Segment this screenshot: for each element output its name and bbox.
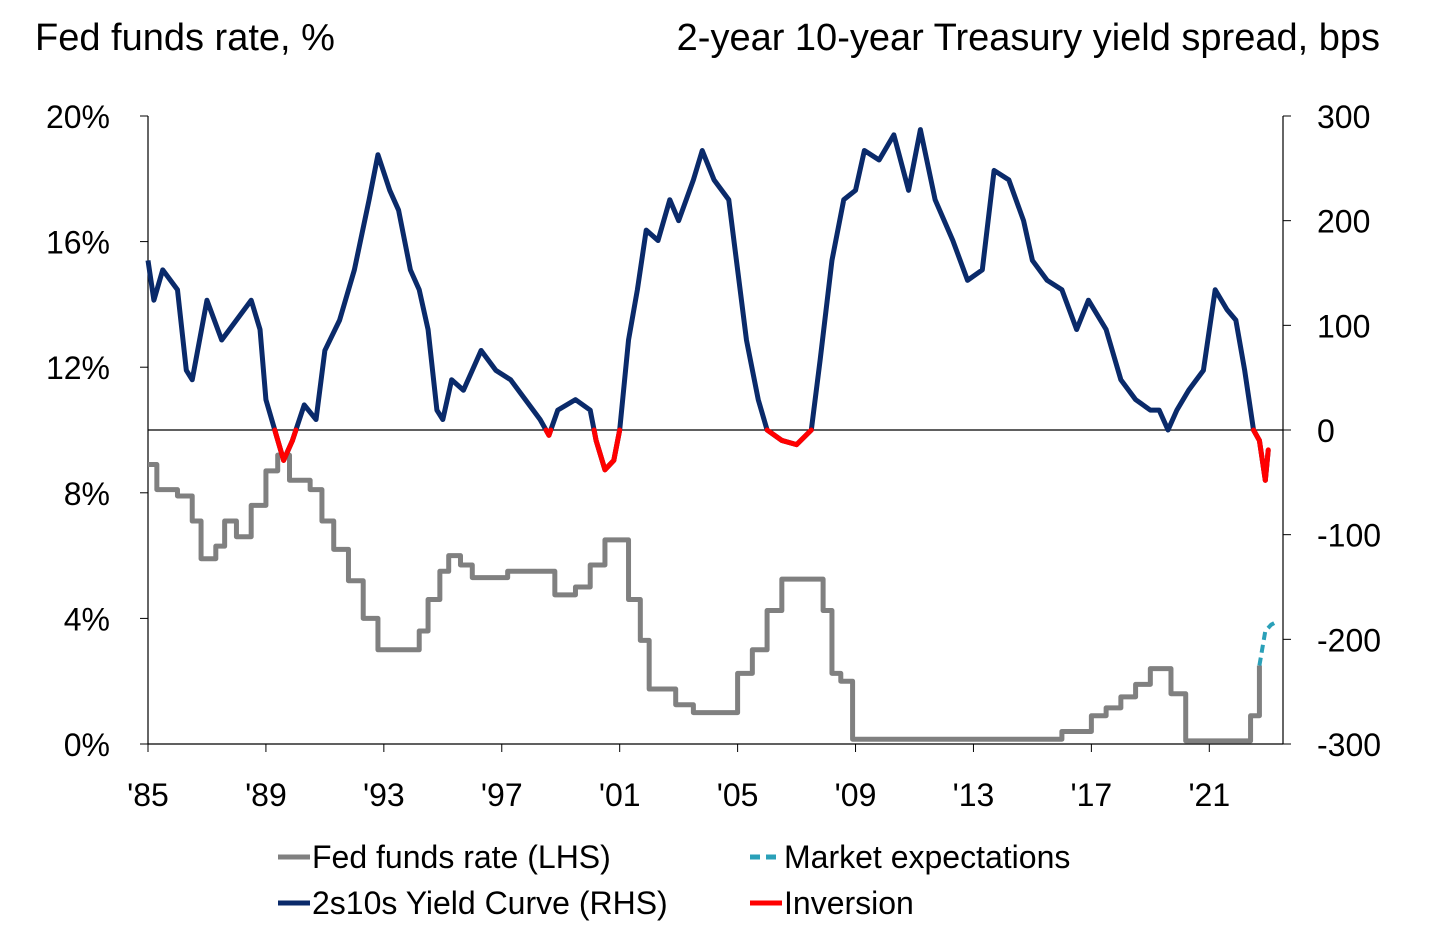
axes: 0% 4% 8% 12% 16% 20% -300 -200 -100 0 100 200 300 '85… — [46, 99, 1381, 813]
series-line — [1257, 619, 1279, 666]
y-right-tick-label: 200 — [1317, 204, 1370, 240]
series-line — [145, 127, 1271, 483]
legend-label: Market expectations — [784, 839, 1070, 875]
y-right-tick-label: -300 — [1317, 727, 1381, 763]
y-left-tick-label: 0% — [64, 727, 110, 763]
x-tick-label: '05 — [717, 777, 759, 813]
inversion-segment — [794, 427, 814, 448]
series-line — [148, 452, 1262, 744]
inversion-segment — [779, 437, 800, 448]
y-right-tick-label: -100 — [1317, 518, 1381, 554]
inversion-segment — [289, 427, 299, 443]
series-lines — [145, 127, 1279, 744]
legend-label: Fed funds rate (LHS) — [312, 839, 611, 875]
legend-label: 2s10s Yield Curve (RHS) — [312, 885, 668, 921]
y-left-tick-label: 20% — [46, 99, 110, 135]
inversion-segment — [272, 427, 287, 463]
x-tick-label: '13 — [953, 777, 995, 813]
x-tick-label: '09 — [835, 777, 877, 813]
x-tick-label: '21 — [1188, 777, 1230, 813]
legend: Fed funds rate (LHS) Market expectations 2… — [278, 839, 1070, 921]
x-tick-label: '89 — [245, 777, 287, 813]
x-tick-label: '93 — [363, 777, 405, 813]
right-axis-title: 2-year 10-year Treasury yield spread, bp… — [677, 17, 1380, 59]
y-left-tick-label: 12% — [46, 350, 110, 386]
y-left-tick-label: 4% — [64, 601, 110, 637]
x-tick-label: '97 — [481, 777, 523, 813]
inversion-segment — [281, 437, 295, 463]
y-right-tick-label: 0 — [1317, 413, 1335, 449]
x-tick-label: '85 — [127, 777, 169, 813]
legend-label: Inversion — [784, 885, 914, 921]
inversion-segment — [1262, 447, 1271, 483]
x-tick-label: '17 — [1071, 777, 1113, 813]
x-tick-label: '01 — [599, 777, 641, 813]
inversion-segment — [593, 437, 608, 473]
y-left-tick-label: 16% — [46, 225, 110, 261]
y-right-tick-label: 100 — [1317, 308, 1370, 344]
inversion-segment — [764, 427, 785, 443]
y-left-tick-label: 8% — [64, 476, 110, 512]
inversion-segment — [546, 427, 554, 438]
y-right-tick-label: -200 — [1317, 622, 1381, 658]
left-axis-title: Fed funds rate, % — [35, 17, 335, 59]
inversion-segment — [611, 427, 623, 463]
y-right-tick-label: 300 — [1317, 99, 1370, 135]
